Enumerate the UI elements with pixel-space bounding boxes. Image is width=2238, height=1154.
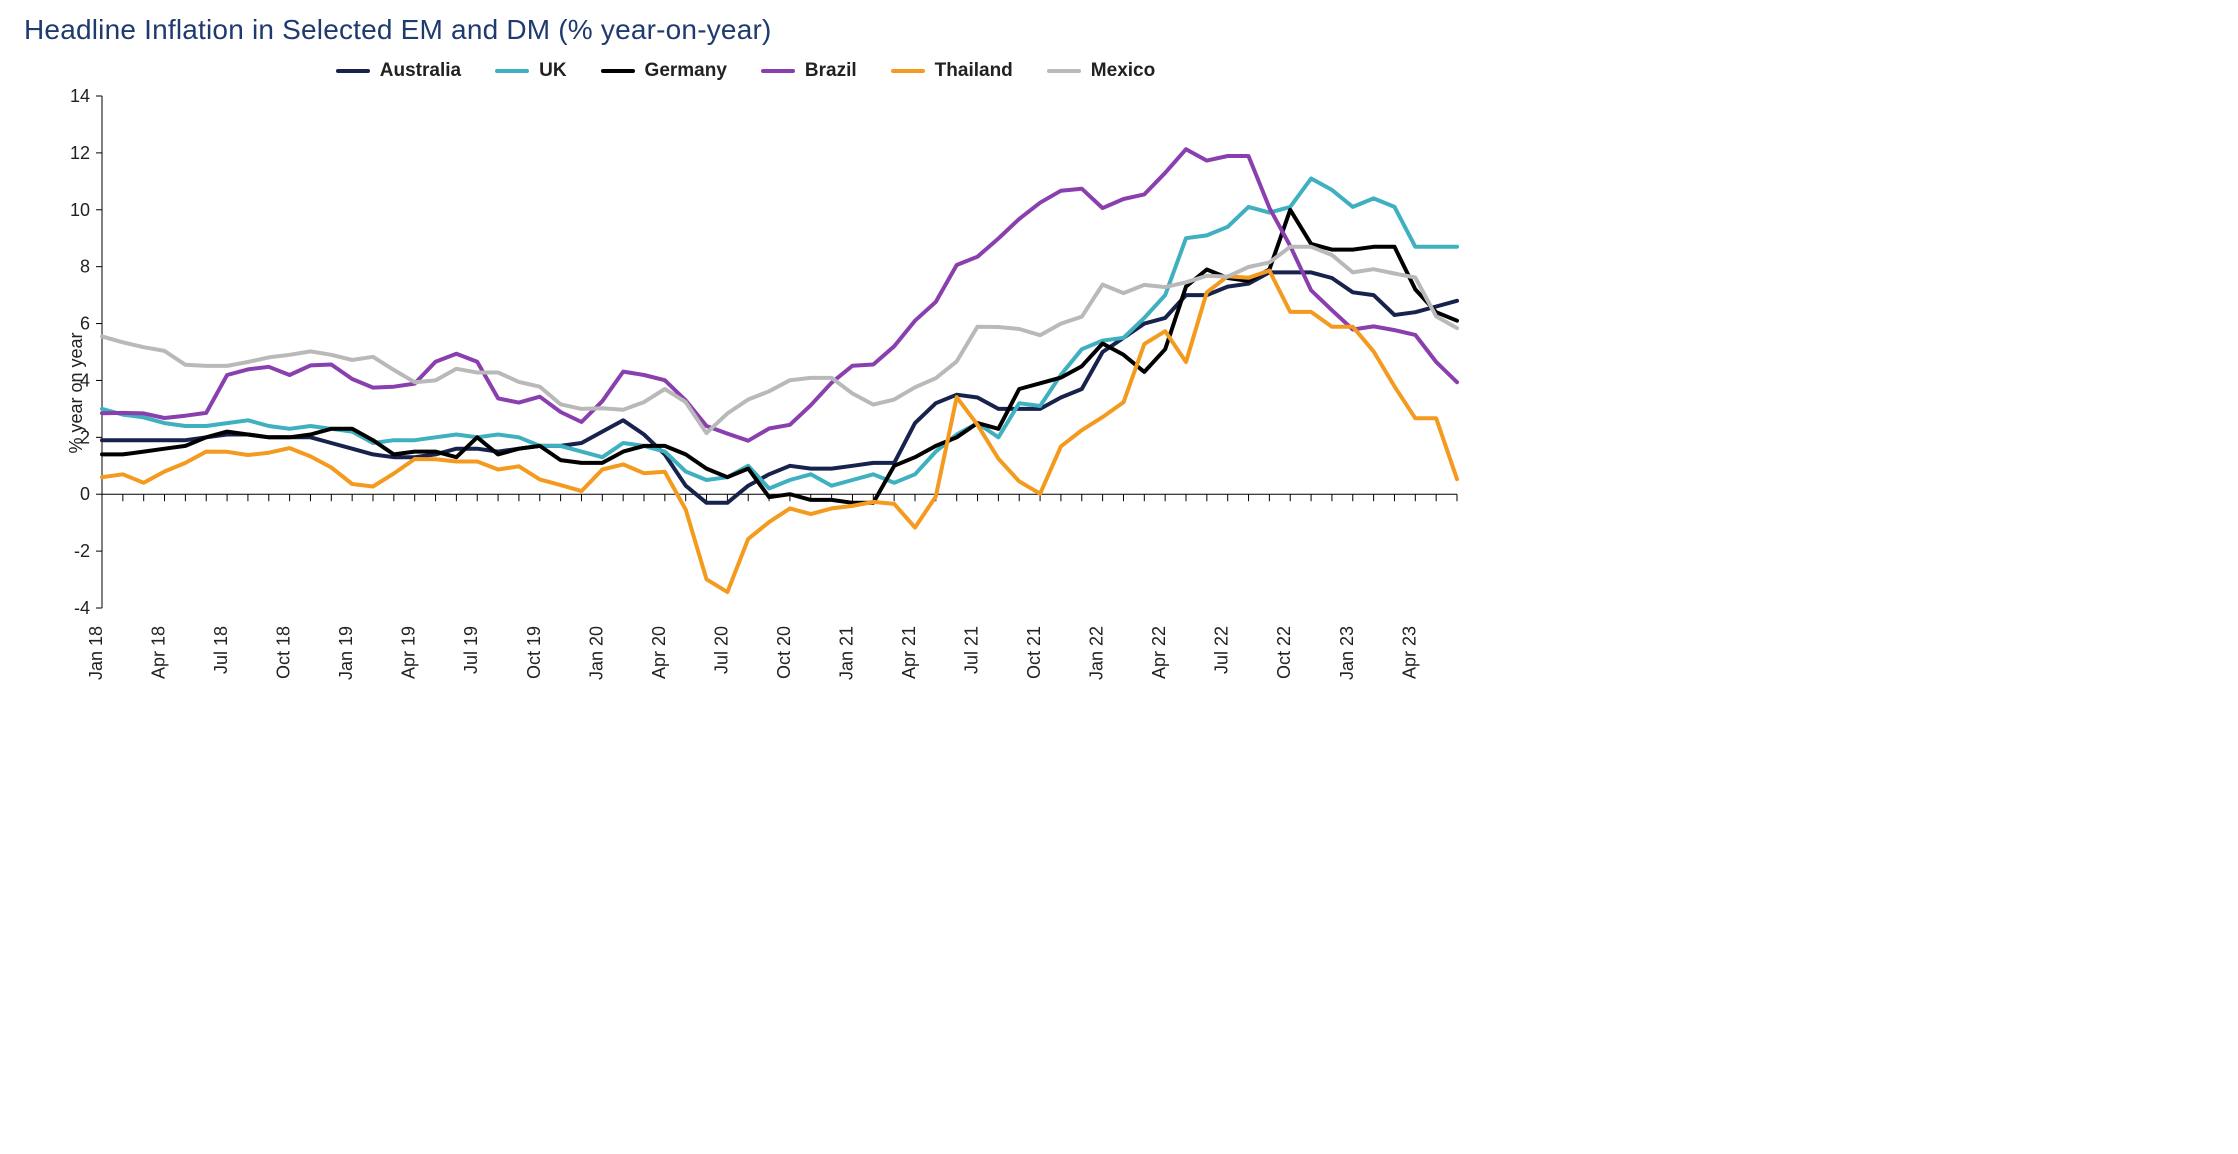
legend-swatch [336,69,370,73]
svg-text:Apr 20: Apr 20 [649,626,669,679]
svg-text:Jul 19: Jul 19 [461,626,481,674]
svg-text:Oct 22: Oct 22 [1274,626,1294,679]
legend-label: Brazil [805,60,857,82]
svg-text:Jan 19: Jan 19 [336,626,356,680]
series-line [102,271,1457,592]
legend-item: Brazil [761,60,857,82]
svg-text:Oct 19: Oct 19 [524,626,544,679]
chart-container: Headline Inflation in Selected EM and DM… [0,0,1491,769]
svg-text:Jan 22: Jan 22 [1087,626,1107,680]
legend-swatch [601,69,635,73]
svg-text:Jul 22: Jul 22 [1212,626,1232,674]
legend-item: Australia [336,60,461,82]
chart-legend: Australia UK Germany Brazil Thailand Mexico [20,60,1471,82]
series-line [102,179,1457,489]
svg-text:Apr 23: Apr 23 [1399,626,1419,679]
legend-label: Germany [645,60,727,82]
legend-item: UK [495,60,566,82]
y-axis-label: % year on year [66,332,87,453]
svg-text:Oct 18: Oct 18 [274,626,294,679]
chart-svg: -4-202468101214Jan 18Apr 18Jul 18Oct 18J… [20,88,1471,698]
svg-text:8: 8 [80,257,90,277]
legend-label: Australia [380,60,461,82]
legend-item: Germany [601,60,727,82]
legend-label: Mexico [1091,60,1155,82]
svg-text:Jan 18: Jan 18 [86,626,106,680]
svg-text:Apr 18: Apr 18 [149,626,169,679]
svg-text:Jul 21: Jul 21 [962,626,982,674]
legend-swatch [1047,69,1081,73]
svg-text:0: 0 [80,484,90,504]
svg-text:-2: -2 [74,541,90,561]
legend-label: Thailand [935,60,1013,82]
series-line [102,149,1457,441]
svg-text:6: 6 [80,314,90,334]
series-line [102,210,1457,503]
svg-text:Apr 22: Apr 22 [1149,626,1169,679]
legend-swatch [891,69,925,73]
legend-item: Mexico [1047,60,1155,82]
svg-text:Oct 20: Oct 20 [774,626,794,679]
svg-text:10: 10 [70,200,90,220]
legend-swatch [761,69,795,73]
svg-text:Jul 18: Jul 18 [211,626,231,674]
svg-text:14: 14 [70,88,90,106]
svg-text:Jul 20: Jul 20 [711,626,731,674]
svg-text:Jan 21: Jan 21 [836,626,856,680]
chart-plot-area: % year on year -4-202468101214Jan 18Apr … [20,88,1471,698]
legend-swatch [495,69,529,73]
legend-label: UK [539,60,566,82]
svg-text:Apr 19: Apr 19 [399,626,419,679]
svg-text:-4: -4 [74,598,90,618]
svg-text:Apr 21: Apr 21 [899,626,919,679]
svg-text:Jan 20: Jan 20 [586,626,606,680]
legend-item: Thailand [891,60,1013,82]
svg-text:12: 12 [70,143,90,163]
chart-title: Headline Inflation in Selected EM and DM… [24,14,1471,46]
svg-text:Oct 21: Oct 21 [1024,626,1044,679]
svg-text:Jan 23: Jan 23 [1337,626,1357,680]
